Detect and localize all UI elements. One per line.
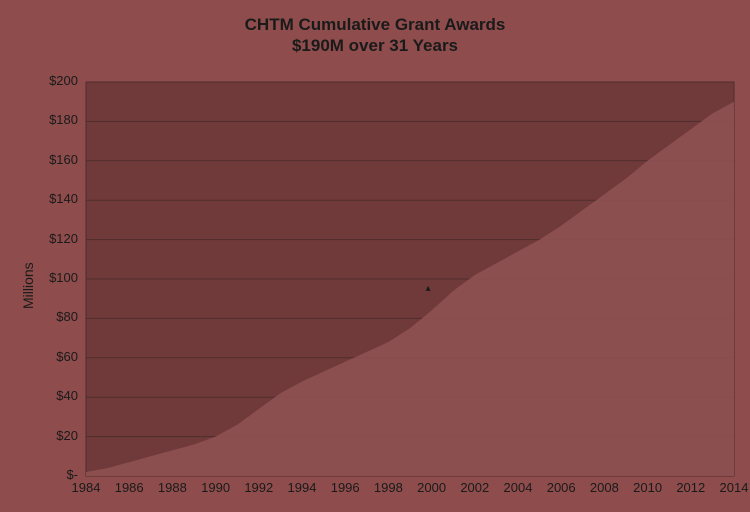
- x-tick-label: 1998: [366, 480, 410, 495]
- x-tick-label: 1992: [237, 480, 281, 495]
- x-tick-label: 2006: [539, 480, 583, 495]
- x-tick-label: 2004: [496, 480, 540, 495]
- y-tick-label: $40: [0, 388, 78, 403]
- x-tick-label: 2000: [410, 480, 454, 495]
- x-tick-label: 2010: [626, 480, 670, 495]
- x-tick-label: 2008: [582, 480, 626, 495]
- y-tick-label: $180: [0, 112, 78, 127]
- x-tick-label: 2002: [453, 480, 497, 495]
- x-tick-label: 1994: [280, 480, 324, 495]
- chart-svg: [0, 0, 750, 512]
- chart-container: CHTM Cumulative Grant Awards $190M over …: [0, 0, 750, 512]
- y-tick-label: $140: [0, 191, 78, 206]
- x-tick-label: 1986: [107, 480, 151, 495]
- y-tick-label: $120: [0, 231, 78, 246]
- x-tick-label: 1988: [150, 480, 194, 495]
- y-tick-label: $200: [0, 73, 78, 88]
- y-tick-label: $160: [0, 152, 78, 167]
- y-tick-label: $20: [0, 428, 78, 443]
- series-marker-icon: ▴: [426, 283, 431, 294]
- x-tick-label: 2014: [712, 480, 750, 495]
- x-tick-label: 1996: [323, 480, 367, 495]
- y-tick-label: $80: [0, 309, 78, 324]
- x-tick-label: 1984: [64, 480, 108, 495]
- y-tick-label: $100: [0, 270, 78, 285]
- x-tick-label: 2012: [669, 480, 713, 495]
- y-tick-label: $60: [0, 349, 78, 364]
- x-tick-label: 1990: [194, 480, 238, 495]
